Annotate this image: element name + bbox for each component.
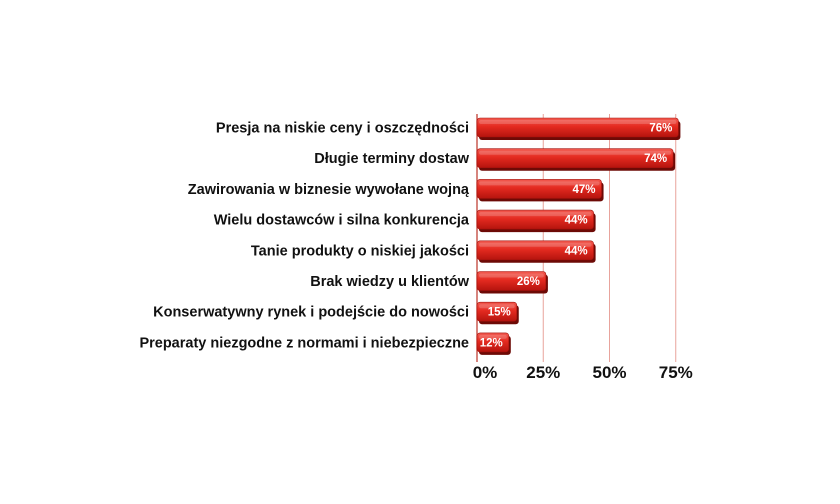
x-axis-ticks: 0% 25% 50% 75%	[473, 363, 693, 382]
bar	[476, 179, 602, 199]
bar	[476, 148, 674, 168]
category-label: Zawirowania w biznesie wywołane wojną	[188, 182, 470, 198]
bar-group: 15%	[476, 301, 519, 325]
bar-highlight	[479, 273, 544, 278]
bar-group: 76%	[476, 117, 681, 140]
bar-group: 12%	[476, 332, 511, 355]
bar-highlight	[479, 334, 507, 339]
bar-group: 44%	[476, 209, 596, 233]
category-label: Wielu dostawców i silna konkurencja	[214, 213, 470, 229]
category-label: Preparaty niezgodne z normami i niebezpi…	[139, 335, 469, 351]
bar	[476, 332, 510, 353]
category-label: Konserwatywny rynek i podejście do nowoś…	[153, 305, 469, 321]
value-label: 12%	[480, 337, 503, 349]
category-labels: Presja na niskie ceny i oszczędności Dług…	[139, 121, 469, 352]
bar-highlight	[479, 120, 677, 124]
x-tick-label: 0%	[473, 363, 498, 382]
bar	[476, 301, 518, 322]
category-label: Tanie produkty o niskiej jakości	[251, 243, 469, 259]
x-tick-label: 25%	[526, 363, 560, 382]
category-label: Długie terminy dostaw	[314, 151, 469, 167]
bar	[476, 271, 547, 291]
bars: 76% 74% 47% 44% 44% 26% 15% 12%	[476, 117, 681, 355]
bar-highlight	[479, 212, 592, 217]
value-label: 76%	[649, 123, 672, 135]
bar-highlight	[479, 150, 672, 155]
bar	[476, 209, 594, 230]
bar-group: 47%	[476, 179, 604, 202]
value-label: 26%	[517, 276, 540, 288]
x-tick-label: 50%	[592, 363, 626, 382]
bar-highlight	[479, 242, 592, 247]
bar-highlight	[479, 181, 600, 186]
category-label: Presja na niskie ceny i oszczędności	[216, 121, 469, 137]
bar-group: 44%	[476, 240, 596, 263]
bar-highlight	[479, 304, 515, 309]
bar-group: 74%	[476, 148, 676, 171]
value-label: 74%	[644, 153, 667, 165]
value-label: 47%	[573, 184, 596, 196]
bar	[476, 117, 679, 138]
category-label: Brak wiedzy u klientów	[310, 274, 469, 290]
bar-group: 26%	[476, 271, 548, 294]
value-label: 44%	[565, 245, 588, 257]
bar	[476, 240, 594, 261]
x-tick-label: 75%	[659, 363, 693, 382]
value-label: 44%	[565, 215, 588, 227]
value-label: 15%	[488, 307, 511, 319]
